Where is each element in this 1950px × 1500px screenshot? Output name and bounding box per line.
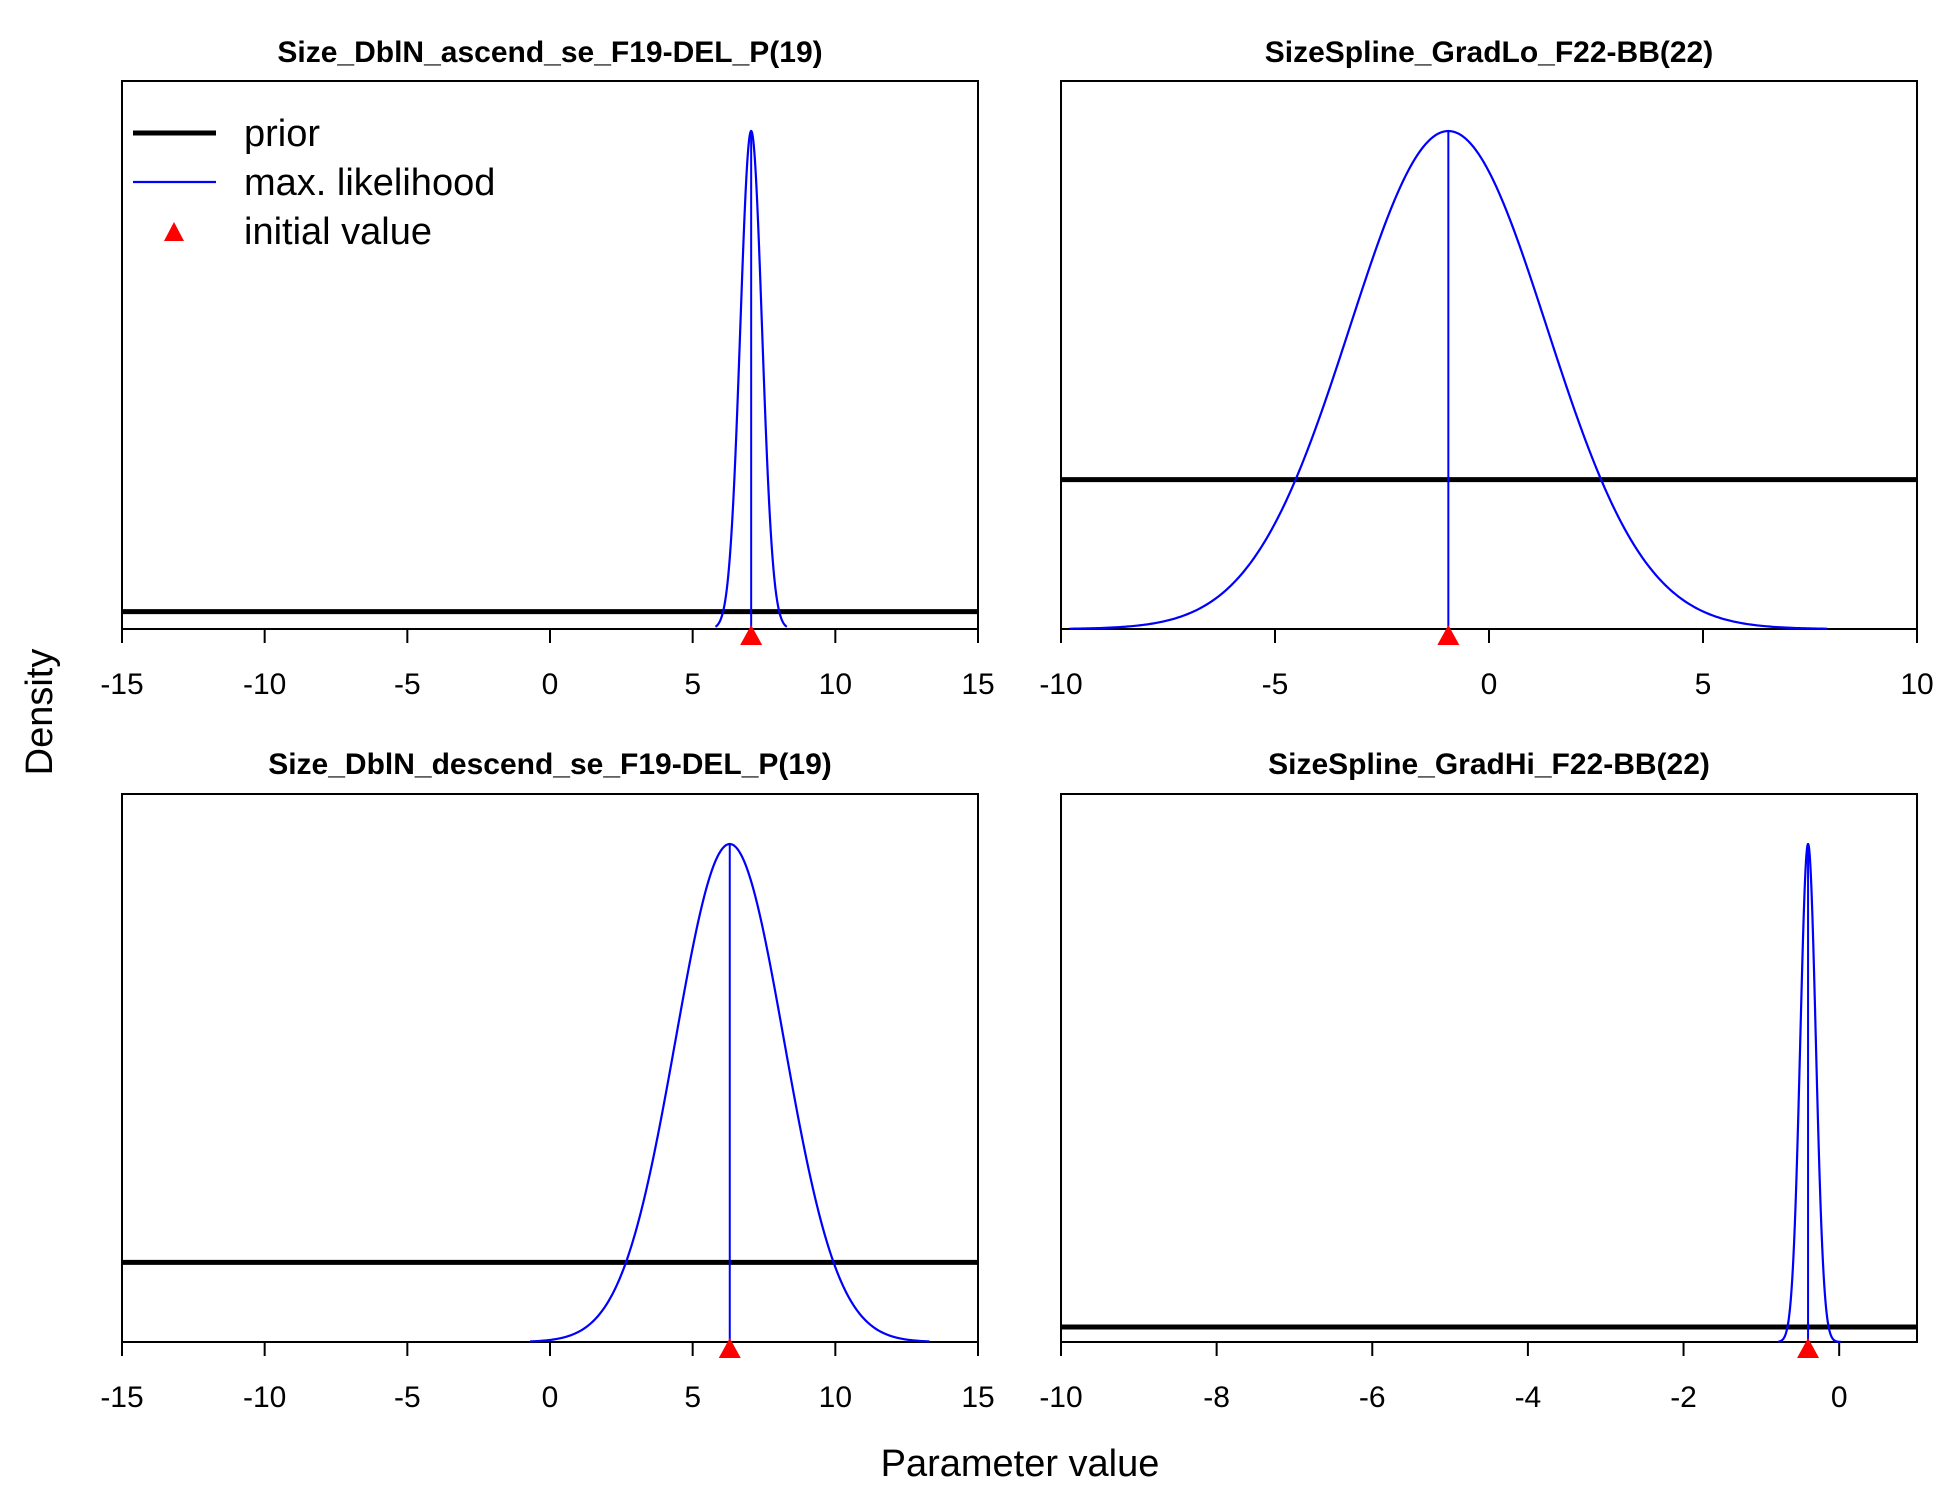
initial-value-marker	[1437, 625, 1460, 645]
x-tick-label: -6	[1359, 1381, 1386, 1414]
x-tick-label: -8	[1203, 1381, 1230, 1414]
x-tick-label: 5	[684, 1381, 701, 1414]
initial-value-marker	[718, 1338, 741, 1358]
x-tick-label: -5	[394, 1381, 421, 1414]
x-tick-label: -10	[243, 668, 286, 701]
panel-1: Size_DblN_ascend_se_F19-DEL_P(19) -15 -10 -…	[100, 36, 994, 701]
legend-label: max. likelihood	[244, 162, 495, 204]
x-tick-label: -10	[243, 1381, 286, 1414]
legend-swatch-initial-value	[164, 222, 184, 241]
plot-frame	[121, 793, 979, 1343]
panel-4: SizeSpline_GradHi_F22-BB(22) -10 -8 -6 -4 -2 0	[1039, 748, 1918, 1414]
x-tick-label: 0	[1481, 668, 1498, 701]
legend-label: initial value	[244, 211, 432, 253]
panels: Size_DblN_ascend_se_F19-DEL_P(19) -15 -10 -…	[100, 36, 1933, 1414]
plot-frame	[1060, 80, 1918, 630]
x-tick-label: -10	[1039, 668, 1082, 701]
panel-title: SizeSpline_GradLo_F22-BB(22)	[1265, 36, 1713, 69]
legend-label: prior	[244, 113, 320, 155]
x-tick-label: -15	[100, 668, 143, 701]
y-axis-title: Density	[19, 649, 61, 776]
panel-title: Size_DblN_descend_se_F19-DEL_P(19)	[268, 748, 832, 781]
x-tick-label: 15	[961, 668, 994, 701]
x-tick-label: -4	[1515, 1381, 1542, 1414]
x-tick-label: -10	[1039, 1381, 1082, 1414]
x-tick-label: 10	[819, 668, 852, 701]
panel-title: Size_DblN_ascend_se_F19-DEL_P(19)	[277, 36, 822, 69]
x-tick-label: -5	[394, 668, 421, 701]
x-tick-label: -2	[1670, 1381, 1697, 1414]
x-axis-title: Parameter value	[881, 1443, 1160, 1485]
panel-title: SizeSpline_GradHi_F22-BB(22)	[1268, 748, 1710, 781]
panel-2: SizeSpline_GradLo_F22-BB(22) -10 -5 0 5 10	[1039, 36, 1933, 701]
x-tick-label: -15	[100, 1381, 143, 1414]
x-tick-label: -5	[1262, 668, 1289, 701]
initial-value-marker	[740, 625, 763, 645]
x-tick-label: 5	[684, 668, 701, 701]
legend: prior max. likelihood initial value	[133, 113, 495, 253]
x-tick-label: 15	[961, 1381, 994, 1414]
x-tick-label: 10	[819, 1381, 852, 1414]
x-tick-label: 0	[542, 668, 559, 701]
plot-frame	[1060, 793, 1918, 1343]
mle-curve	[1778, 842, 1841, 1344]
x-tick-label: 0	[1831, 1381, 1848, 1414]
x-tick-label: 10	[1900, 668, 1933, 701]
x-tick-label: 5	[1695, 668, 1712, 701]
initial-value-marker	[1797, 1338, 1820, 1358]
panel-3: Size_DblN_descend_se_F19-DEL_P(19) -15 -10…	[100, 748, 994, 1414]
x-tick-label: 0	[542, 1381, 559, 1414]
